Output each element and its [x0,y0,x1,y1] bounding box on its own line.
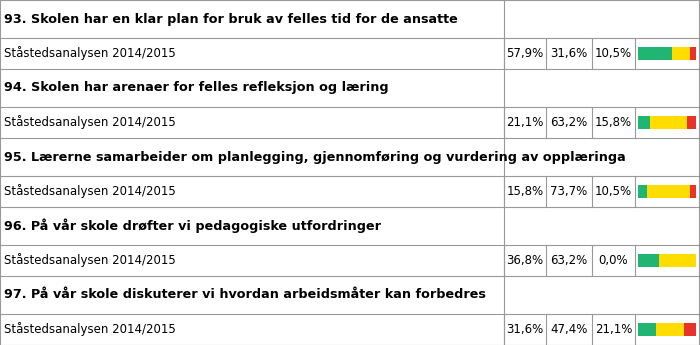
Text: 10,5%: 10,5% [595,47,632,60]
Text: 21,1%: 21,1% [506,116,544,129]
Bar [659,254,696,267]
Text: 94. Skolen har arenaer for felles refleksjon og læring: 94. Skolen har arenaer for felles reflek… [4,81,388,95]
Text: Ståstedsanalysen 2014/2015: Ståstedsanalysen 2014/2015 [4,185,176,198]
Text: 93. Skolen har en klar plan for bruk av felles tid for de ansatte: 93. Skolen har en klar plan for bruk av … [4,12,458,26]
Text: Ståstedsanalysen 2014/2015: Ståstedsanalysen 2014/2015 [4,323,176,336]
Text: 31,6%: 31,6% [506,323,544,336]
Text: 57,9%: 57,9% [506,47,544,60]
Bar [671,47,690,60]
Text: Ståstedsanalysen 2014/2015: Ståstedsanalysen 2014/2015 [4,254,176,267]
Bar [690,47,696,60]
Bar [650,116,687,129]
Text: 63,2%: 63,2% [550,116,587,129]
Text: 10,5%: 10,5% [595,185,632,198]
Text: Ståstedsanalysen 2014/2015: Ståstedsanalysen 2014/2015 [4,47,176,60]
Bar [638,185,648,198]
Text: 73,7%: 73,7% [550,185,587,198]
Text: 36,8%: 36,8% [506,254,544,267]
Text: Ståstedsanalysen 2014/2015: Ståstedsanalysen 2014/2015 [4,116,176,129]
Bar [687,116,696,129]
Text: 95. Lærerne samarbeider om planlegging, gjennomføring og vurdering av opplæringa: 95. Lærerne samarbeider om planlegging, … [4,150,626,164]
Text: 96. På vår skole drøfter vi pedagogiske utfordringer: 96. På vår skole drøfter vi pedagogiske … [4,219,381,233]
Bar [657,323,684,336]
Bar [684,323,696,336]
Text: 31,6%: 31,6% [550,47,587,60]
Text: 21,1%: 21,1% [595,323,632,336]
Bar [638,254,659,267]
Text: 0,0%: 0,0% [598,254,629,267]
Text: 47,4%: 47,4% [550,323,588,336]
Text: 15,8%: 15,8% [595,116,632,129]
Text: 97. På vår skole diskuterer vi hvordan arbeidsmåter kan forbedres: 97. På vår skole diskuterer vi hvordan a… [4,288,486,302]
Bar [690,185,696,198]
Text: 63,2%: 63,2% [550,254,587,267]
Text: 15,8%: 15,8% [506,185,544,198]
Bar [638,116,650,129]
Bar [638,47,671,60]
Bar [638,323,657,336]
Bar [648,185,690,198]
